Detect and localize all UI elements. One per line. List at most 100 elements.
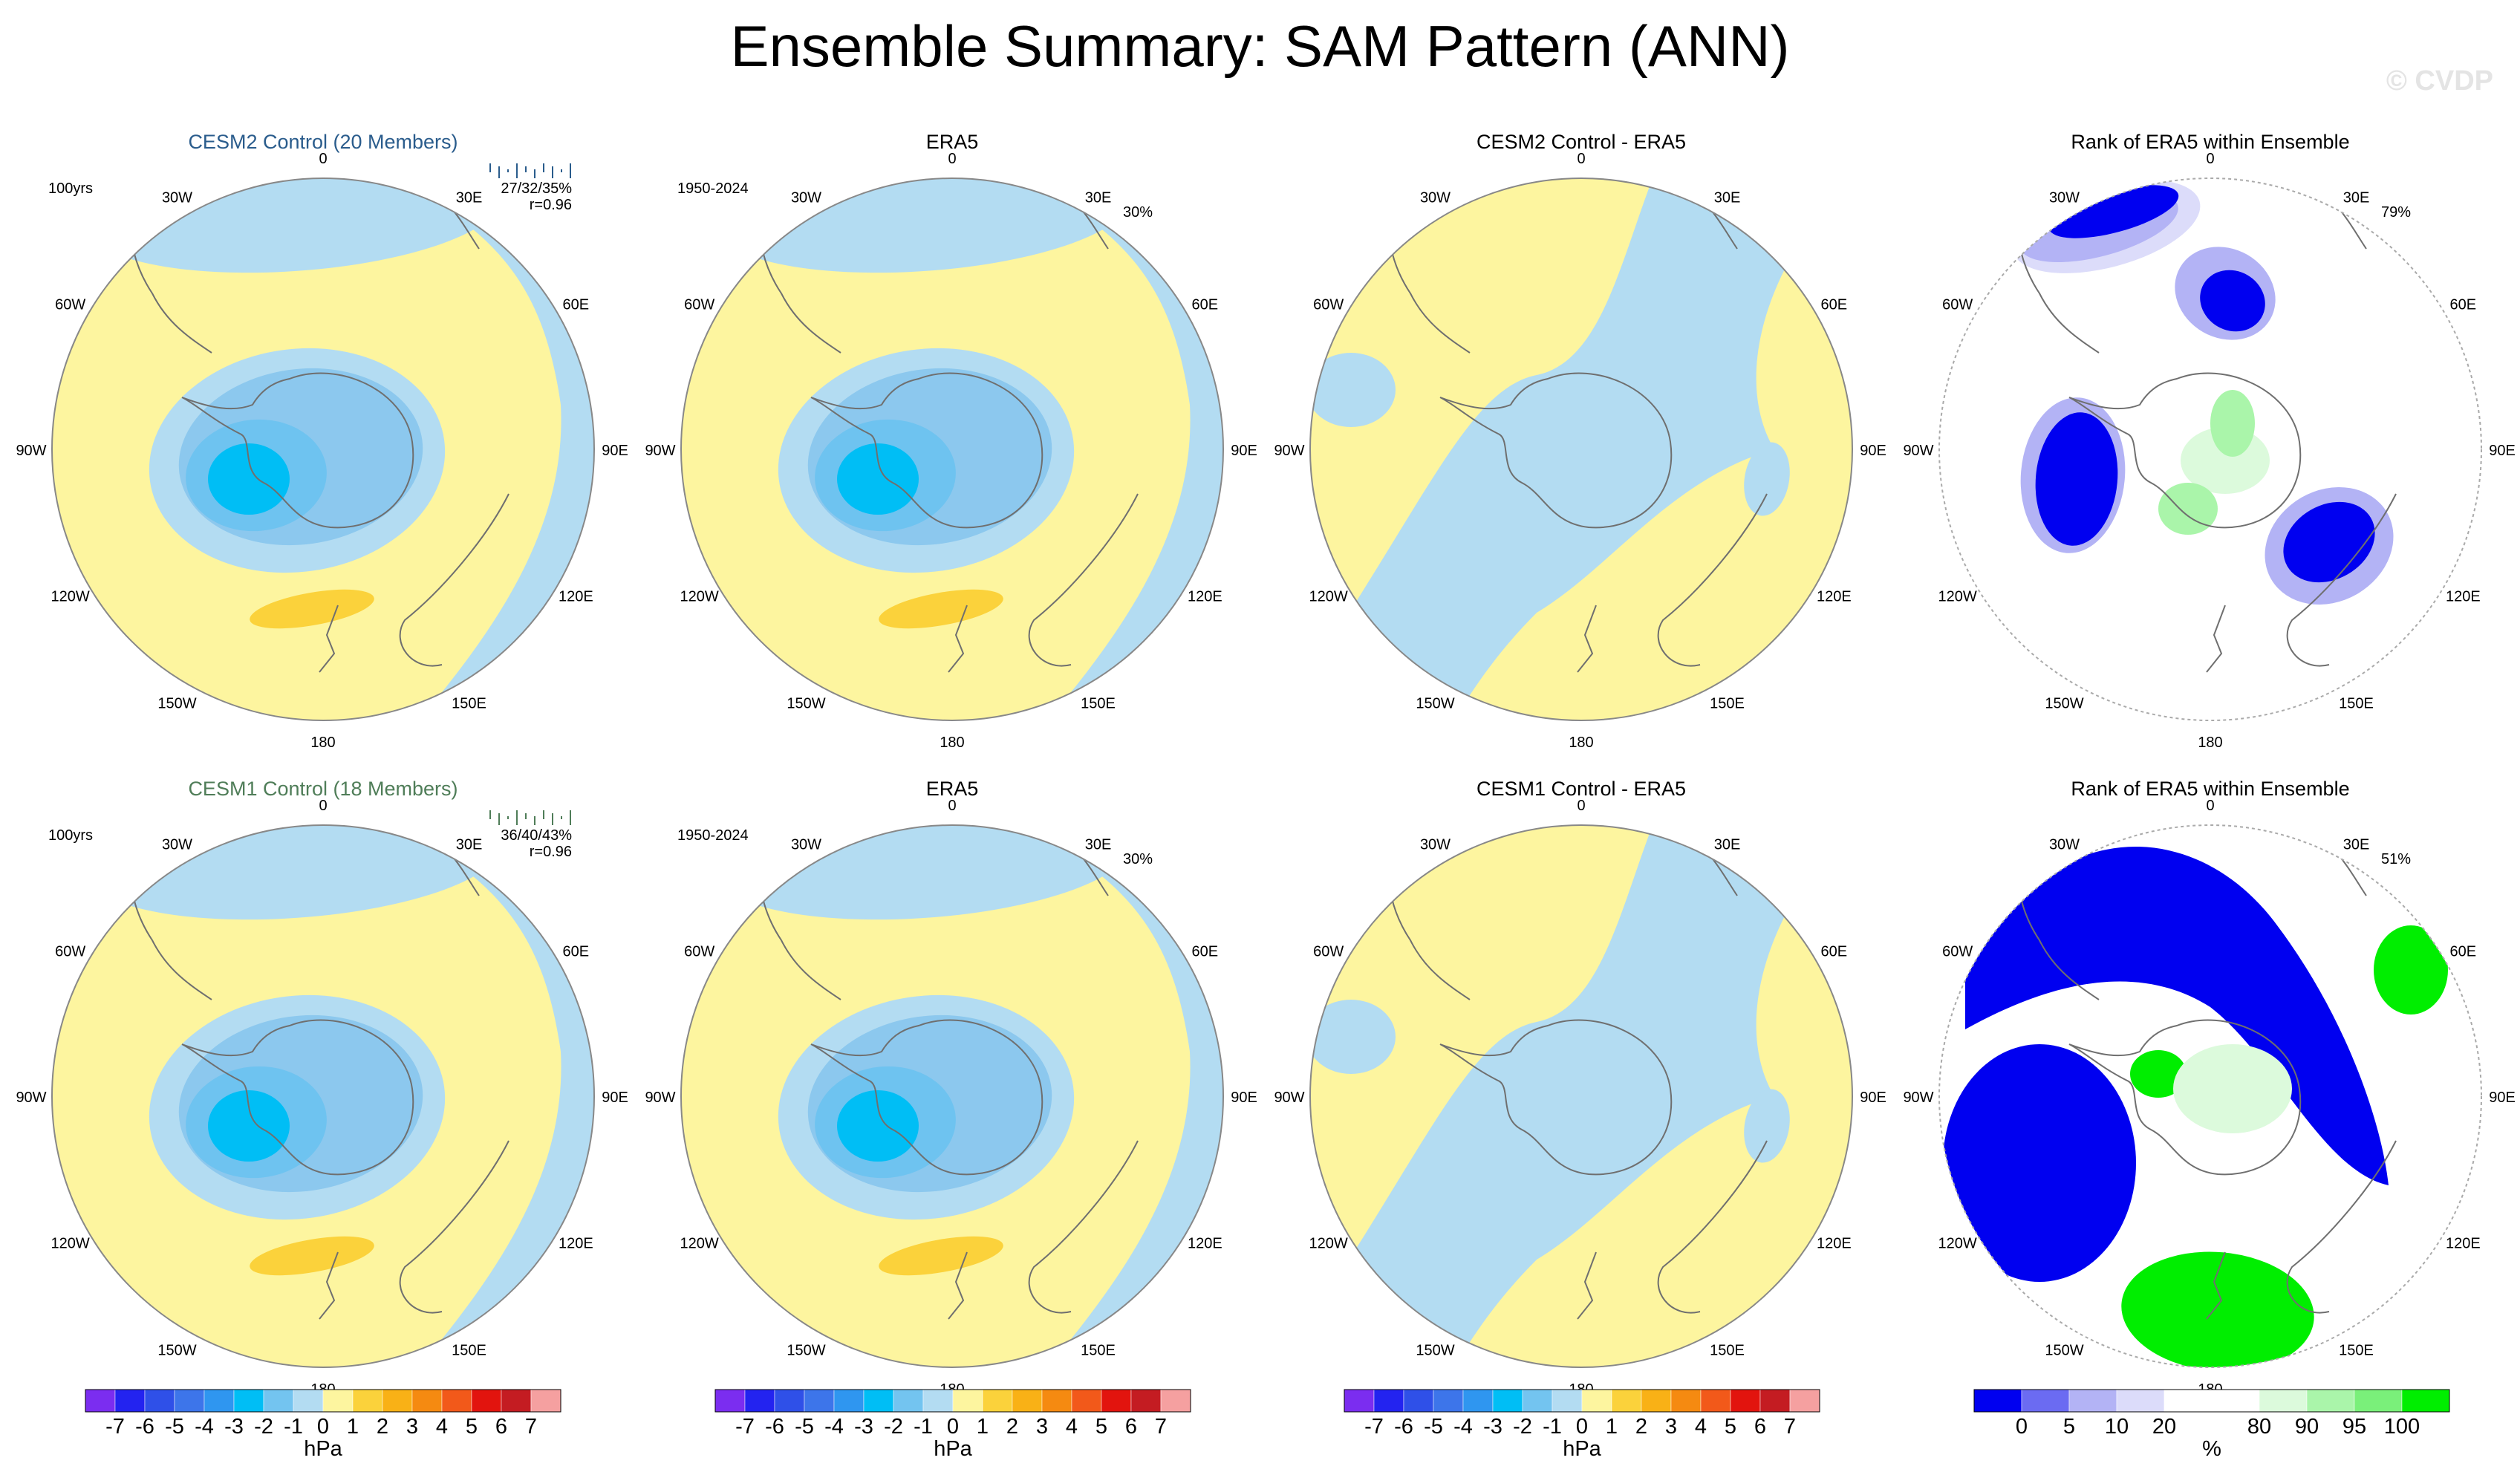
longitude-label: 150E xyxy=(2339,1342,2374,1358)
rank-high-region xyxy=(2374,925,2448,1015)
longitude-label: 90E xyxy=(2489,443,2516,459)
colorbar-bin xyxy=(1403,1389,1434,1413)
rank-low-region xyxy=(2200,270,2265,332)
colorbar-bin xyxy=(1041,1389,1072,1413)
colorbar-tick-label: 2 xyxy=(377,1415,388,1439)
longitude-label: 90W xyxy=(16,1090,46,1106)
panel-title: Rank of ERA5 within Ensemble xyxy=(2071,131,2349,153)
colorbar-c4: 0 5 10 20 80 90 95 100% xyxy=(1973,1389,2450,1461)
colorbar-bin xyxy=(1373,1389,1404,1413)
colorbar-bin xyxy=(501,1389,532,1413)
longitude-label: 120E xyxy=(1817,589,1852,605)
map-field xyxy=(1310,825,1852,1367)
colorbar-tick-label: 6 xyxy=(495,1415,507,1439)
longitude-label: 60W xyxy=(1313,297,1344,313)
period-label: 100yrs xyxy=(48,180,93,197)
new-zealand-coastline xyxy=(2206,1251,2226,1320)
colorbar-tick-label: -7 xyxy=(105,1415,125,1439)
new-zealand-coastline xyxy=(1577,1251,1597,1320)
colorbar-tick-label: -4 xyxy=(1453,1415,1473,1439)
positive-contour-2 xyxy=(250,1236,374,1276)
panel-border xyxy=(1309,178,1853,721)
longitude-label: 120W xyxy=(51,589,90,605)
colorbar-tick-label: -6 xyxy=(135,1415,154,1439)
longitude-label: 90E xyxy=(1860,443,1886,459)
map-panel-r2c4: 030E60E90E120E150E180150W120W90W60W30WRa… xyxy=(1903,778,2516,1398)
longitude-label: 90W xyxy=(645,443,675,459)
colorbar-tick-label: 1 xyxy=(977,1415,989,1439)
longitude-label: 120W xyxy=(51,1236,90,1252)
colorbar-tick-label: 95 xyxy=(2342,1415,2366,1439)
colorbar-tick-label: 7 xyxy=(525,1415,537,1439)
longitude-label: 30W xyxy=(1420,190,1451,206)
colorbar-bin xyxy=(863,1389,894,1413)
antarctica-coastline xyxy=(1439,372,1673,529)
colorbar-bin xyxy=(1160,1389,1191,1413)
positive-contour-2 xyxy=(250,589,374,629)
longitude-label: 120E xyxy=(559,1236,593,1252)
colorbar-tick-label: -1 xyxy=(914,1415,933,1439)
south-america-coastline xyxy=(129,178,212,354)
longitude-label: 90W xyxy=(16,443,46,459)
colorbar-bin xyxy=(85,1389,116,1413)
colorbar-tick-label: -3 xyxy=(224,1415,244,1439)
longitude-label: 30W xyxy=(162,837,192,853)
colorbar-tick-label: 1 xyxy=(347,1415,359,1439)
longitude-label: 60E xyxy=(1821,944,1848,960)
colorbar-bin xyxy=(204,1389,235,1413)
map-field xyxy=(1939,825,2481,1367)
panel-title: CESM2 Control (20 Members) xyxy=(188,131,458,153)
map-panel-r1c4: 0 30E 60E 90E 120E 150E 180 150W 120W 90W 60W 30W Ra… xyxy=(1903,131,2516,751)
longitude-label: 150E xyxy=(1081,695,1116,711)
colorbar-tick-label: 10 xyxy=(2105,1415,2129,1439)
period-label: 1950-2024 xyxy=(677,827,749,844)
colorbar-tick-label: -2 xyxy=(254,1415,273,1439)
colorbar-bin xyxy=(1641,1389,1672,1413)
panel-title: CESM2 Control - ERA5 xyxy=(1476,131,1686,153)
rank-low-region xyxy=(1943,1044,2136,1282)
colorbar-bin xyxy=(2211,1389,2260,1413)
colorbar-tick-label: 5 xyxy=(466,1415,478,1439)
colorbar-bin xyxy=(411,1389,443,1413)
panel-border xyxy=(680,178,1224,721)
map-field xyxy=(1939,178,2481,720)
antarctica-coastline xyxy=(181,372,414,529)
rank-high-region xyxy=(2121,1251,2314,1367)
rank-low-region xyxy=(2048,185,2179,238)
panel-border xyxy=(51,178,595,721)
panel-border xyxy=(680,824,1224,1368)
colorbar-tick-label: -4 xyxy=(195,1415,214,1439)
period-label: 100yrs xyxy=(48,827,93,844)
variance-label: 36/40/43% xyxy=(501,827,572,844)
south-america-coastline xyxy=(129,825,212,1000)
colorbar-bin xyxy=(1789,1389,1820,1413)
longitude-label: 60W xyxy=(1942,297,1973,313)
longitude-label: 90E xyxy=(2489,1090,2516,1106)
longitude-label: 0 xyxy=(948,798,956,814)
colorbar-tick-label: 5 xyxy=(1725,1415,1736,1439)
colorbar-tick-label: -4 xyxy=(824,1415,844,1439)
rank-low-region xyxy=(2035,412,2118,546)
longitude-label: 30W xyxy=(2049,837,2080,853)
south-america-coastline xyxy=(2016,825,2100,1000)
map-panel-r2c2: 030E60E90E120E150E180150W120W90W60W30WER… xyxy=(645,778,1257,1398)
colorbar-units: % xyxy=(2202,1437,2221,1461)
new-zealand-coastline xyxy=(1577,605,1597,673)
period-label: 1950-2024 xyxy=(677,180,749,197)
longitude-label: 150W xyxy=(2045,1342,2083,1358)
colorbar-bin xyxy=(293,1389,324,1413)
longitude-label: 150E xyxy=(452,1342,486,1358)
colorbar-bin xyxy=(1130,1389,1162,1413)
colorbar-tick-label: -1 xyxy=(284,1415,303,1439)
colorbar-tick-label: 90 xyxy=(2295,1415,2319,1439)
longitude-label: 120W xyxy=(1309,589,1348,605)
rank-high-region xyxy=(2158,483,2218,535)
longitude-label: 150W xyxy=(787,695,825,711)
longitude-label: 60E xyxy=(2450,297,2477,313)
colorbar-tick-label: 3 xyxy=(406,1415,418,1439)
colorbar-bin xyxy=(471,1389,502,1413)
longitude-label: 0 xyxy=(319,151,327,167)
australia-coastline xyxy=(2286,493,2397,667)
panel-title: CESM1 Control - ERA5 xyxy=(1476,778,1686,800)
longitude-label: 90W xyxy=(1903,1090,1933,1106)
